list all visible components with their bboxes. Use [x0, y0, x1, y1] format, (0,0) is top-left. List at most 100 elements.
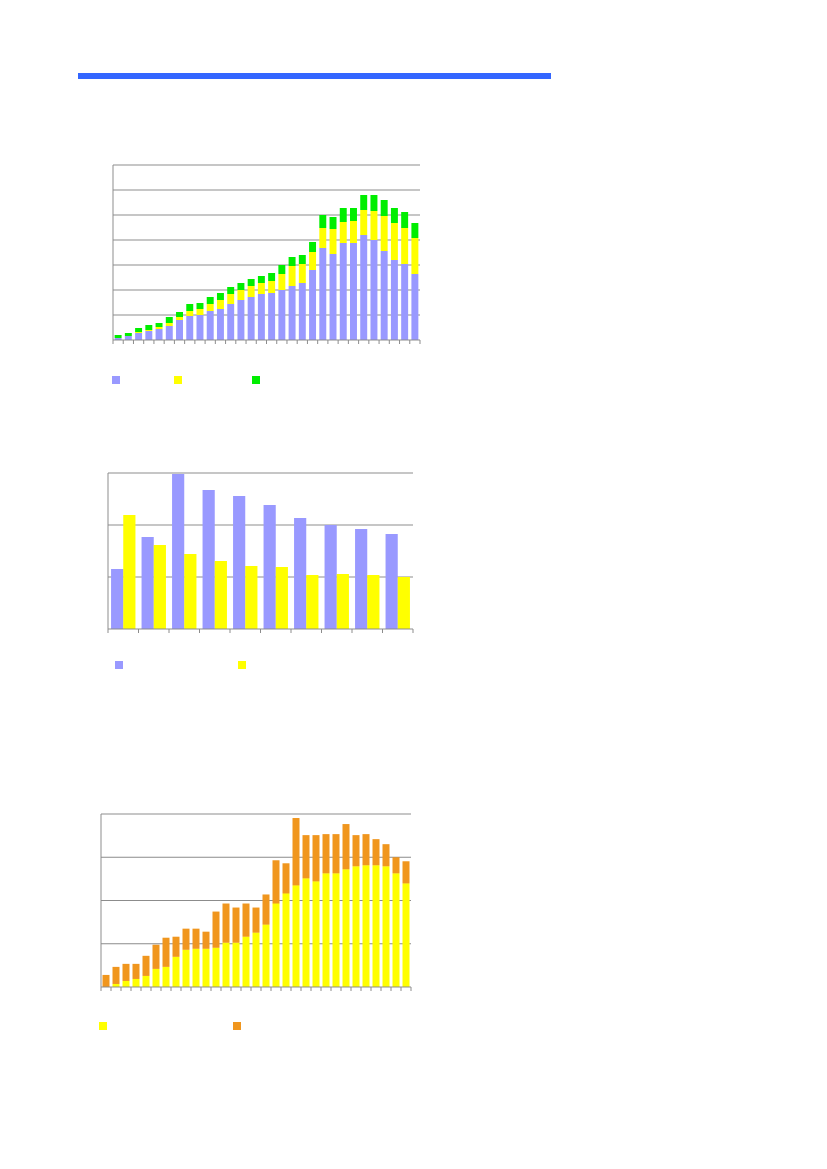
bar-segment — [339, 208, 347, 222]
bar-segment — [196, 315, 204, 340]
bar-segment — [288, 266, 296, 286]
bar-segment — [322, 873, 330, 987]
bar-segment — [309, 252, 317, 270]
bar-segment — [132, 978, 140, 987]
bar-segment — [237, 283, 245, 290]
bar-segment — [319, 228, 327, 248]
bar-segment — [298, 255, 306, 264]
bar-segment — [165, 326, 173, 340]
bar-segment — [362, 865, 370, 987]
legend-swatch — [252, 376, 260, 384]
bar-segment — [322, 834, 330, 874]
bar-segment — [268, 281, 276, 293]
bar-segment — [172, 956, 180, 987]
bar-segment — [298, 283, 306, 340]
bar-segment — [132, 963, 140, 979]
bar-segment — [155, 327, 163, 329]
bar — [245, 566, 258, 629]
bar-segment — [329, 254, 337, 340]
bar-segment — [212, 911, 220, 948]
bar-segment — [360, 195, 368, 210]
bar-segment — [252, 932, 260, 987]
bar-segment — [401, 228, 409, 264]
bar-segment — [182, 928, 190, 950]
header-rule — [78, 73, 551, 79]
bar — [306, 575, 319, 629]
bar-segment — [272, 860, 280, 904]
bar — [263, 505, 276, 629]
bar-segment — [272, 903, 280, 987]
bar-segment — [370, 240, 378, 340]
bar-segment — [372, 865, 380, 987]
bar — [153, 545, 166, 629]
bar-segment — [302, 878, 310, 987]
bar-segment — [350, 243, 357, 340]
bar-segment — [232, 907, 240, 943]
bar — [324, 525, 337, 629]
bar-segment — [247, 279, 255, 286]
bar-segment — [262, 894, 270, 925]
bar-segment — [145, 330, 153, 331]
bar-segment — [222, 903, 230, 943]
bar — [275, 567, 288, 629]
bar — [123, 515, 136, 629]
bar-segment — [216, 300, 224, 309]
bar — [355, 529, 368, 629]
bar-segment — [176, 312, 183, 317]
bar-segment — [196, 309, 204, 315]
bar-segment — [402, 883, 410, 987]
bar-segment — [332, 873, 340, 987]
bar-segment — [102, 974, 110, 987]
bar-segment — [152, 968, 160, 987]
bar-segment — [212, 947, 220, 987]
bar-segment — [227, 294, 235, 304]
bar — [111, 569, 124, 629]
bar-segment — [309, 270, 317, 340]
bar-segment — [122, 980, 130, 987]
bar-segment — [382, 866, 390, 987]
bar-segment — [288, 257, 296, 266]
bar-segment — [122, 963, 130, 981]
bar-segment — [196, 303, 204, 309]
bar-segment — [257, 283, 265, 294]
bar-segment — [112, 983, 120, 987]
bar-segment — [268, 293, 276, 340]
bar — [294, 518, 307, 629]
bar-segment — [222, 942, 230, 987]
bar-segment — [278, 265, 286, 274]
bar-segment — [390, 223, 398, 260]
bar-segment — [370, 195, 378, 211]
bar-segment — [232, 942, 240, 987]
bar-segment — [278, 290, 286, 340]
bar-segment — [145, 325, 153, 330]
bar-segment — [288, 286, 296, 340]
bar-segment — [176, 320, 183, 340]
bar-segment — [268, 273, 276, 281]
bar — [385, 534, 398, 629]
bar — [397, 577, 410, 629]
bar-segment — [172, 936, 180, 957]
bar-segment — [352, 835, 360, 867]
bar-segment — [216, 309, 224, 340]
bar-segment — [186, 311, 194, 316]
bar-segment — [312, 835, 320, 882]
bar-segment — [380, 216, 388, 251]
bar-segment — [329, 229, 337, 254]
bar-segment — [392, 873, 400, 987]
bar-segment — [319, 215, 327, 228]
bar-segment — [237, 300, 245, 340]
bar-segment — [411, 223, 419, 238]
bar-segment — [262, 924, 270, 987]
bar-segment — [329, 217, 337, 229]
bar-segment — [237, 290, 245, 300]
bar-segment — [282, 893, 290, 987]
bar-segment — [350, 221, 357, 243]
bar-segment — [135, 333, 143, 340]
bar-segment — [298, 264, 306, 283]
bar-segment — [332, 834, 340, 874]
bar-segment — [242, 903, 250, 937]
bar-segment — [227, 287, 235, 294]
bar-segment — [392, 857, 400, 874]
legend-swatch — [174, 376, 182, 384]
